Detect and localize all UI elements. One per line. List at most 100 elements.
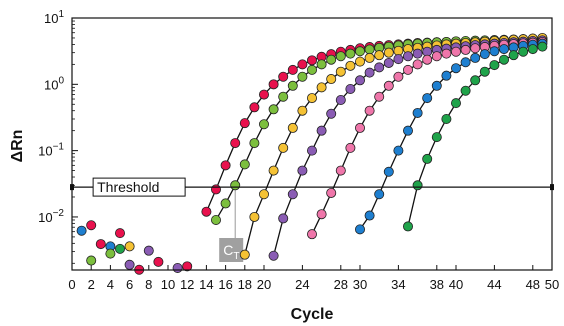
- data-point: [354, 46, 365, 57]
- baseline-point: [95, 239, 106, 250]
- data-point: [345, 84, 356, 95]
- data-point: [297, 59, 308, 70]
- data-point: [364, 210, 375, 221]
- x-tick-label: 12: [180, 277, 194, 292]
- data-point: [249, 102, 260, 113]
- data-point: [278, 142, 289, 153]
- ct-label-box: [219, 238, 244, 262]
- x-tick-label: 50: [545, 277, 559, 292]
- data-point: [345, 60, 356, 71]
- data-point: [306, 64, 317, 75]
- x-tick-label: 8: [145, 277, 152, 292]
- data-point: [383, 166, 394, 177]
- x-tick-label: 48: [526, 277, 540, 292]
- data-point: [537, 41, 548, 52]
- data-point: [345, 48, 356, 59]
- data-point: [402, 125, 413, 136]
- data-point: [258, 89, 269, 100]
- y-tick-label: 10−1: [38, 142, 64, 159]
- x-tick-label: 20: [257, 277, 271, 292]
- data-point: [412, 48, 423, 59]
- baseline-point: [76, 225, 87, 236]
- data-point: [326, 108, 337, 119]
- data-point: [287, 189, 298, 200]
- x-axis-title: Cycle: [291, 306, 334, 323]
- data-point: [297, 105, 308, 116]
- data-point: [527, 44, 538, 55]
- data-point: [374, 50, 385, 61]
- data-point: [306, 229, 317, 240]
- data-point: [326, 74, 337, 85]
- plot-frame: [71, 17, 553, 271]
- data-point: [316, 125, 327, 136]
- data-point: [393, 145, 404, 156]
- data-point: [431, 51, 442, 62]
- data-point: [402, 51, 413, 62]
- data-point: [258, 119, 269, 130]
- data-point: [220, 160, 231, 171]
- y-tick-label: 10−2: [38, 208, 64, 225]
- data-point: [230, 138, 241, 149]
- data-point: [508, 50, 519, 61]
- x-tick-label: 10: [161, 277, 175, 292]
- baseline-point: [172, 262, 183, 273]
- data-point: [460, 85, 471, 96]
- baseline-point: [115, 228, 126, 239]
- x-tick-label: 2: [88, 277, 95, 292]
- data-point: [364, 52, 375, 63]
- data-point: [383, 80, 394, 91]
- data-point: [479, 49, 490, 60]
- data-point: [335, 51, 346, 62]
- data-point: [306, 55, 317, 66]
- data-point: [335, 66, 346, 77]
- data-point: [364, 44, 375, 55]
- x-tick-label: 30: [353, 277, 367, 292]
- threshold-label: Threshold: [97, 179, 159, 195]
- data-point: [249, 211, 260, 222]
- data-point: [201, 206, 212, 217]
- data-point: [287, 80, 298, 91]
- data-point: [230, 180, 241, 191]
- data-point: [450, 98, 461, 109]
- data-point: [460, 57, 471, 68]
- data-point: [402, 221, 413, 232]
- baseline-point: [86, 220, 97, 231]
- x-tick-label: 24: [295, 277, 309, 292]
- x-tick-label: 0: [68, 277, 75, 292]
- data-point: [498, 44, 509, 55]
- series-layer: CT: [76, 32, 548, 275]
- baseline-point: [124, 259, 135, 270]
- baseline-point: [153, 256, 164, 267]
- baseline-point: [115, 243, 126, 254]
- baseline-point: [182, 261, 193, 272]
- data-point: [335, 95, 346, 106]
- x-tick-label: 4: [107, 277, 114, 292]
- data-point: [306, 93, 317, 104]
- data-point: [326, 54, 337, 65]
- data-point: [431, 132, 442, 143]
- data-point: [210, 214, 221, 225]
- data-point: [489, 46, 500, 57]
- data-point: [374, 62, 385, 73]
- baseline-point: [86, 255, 97, 266]
- data-point: [345, 142, 356, 153]
- data-point: [441, 48, 452, 59]
- data-point: [297, 165, 308, 176]
- data-point: [364, 67, 375, 78]
- data-point: [239, 118, 250, 129]
- x-tick-label: 34: [391, 277, 405, 292]
- data-point: [354, 56, 365, 67]
- threshold-layer: Threshold: [70, 177, 554, 197]
- data-point: [441, 113, 452, 124]
- data-point: [412, 107, 423, 118]
- x-tick-label: 14: [199, 277, 213, 292]
- data-point: [268, 79, 279, 90]
- threshold-label-box: [92, 177, 186, 197]
- baseline-point: [124, 241, 135, 252]
- data-point: [479, 66, 490, 77]
- data-point: [441, 70, 452, 81]
- data-point: [489, 60, 500, 71]
- data-point: [354, 122, 365, 133]
